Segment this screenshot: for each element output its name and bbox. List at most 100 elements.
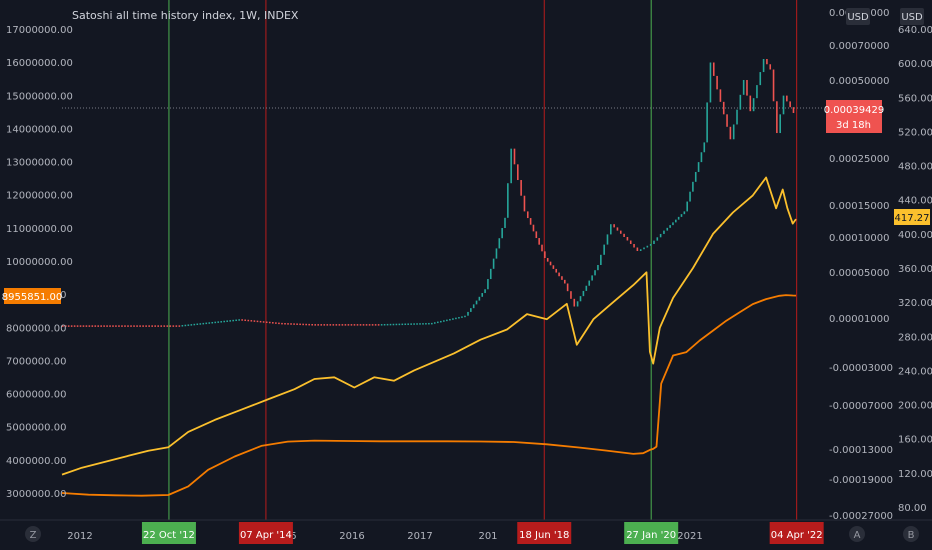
candle [374, 324, 377, 326]
candle [329, 324, 332, 326]
candle [487, 279, 489, 290]
candle [136, 325, 138, 327]
candle [238, 319, 240, 321]
mid-price-axis: 0.000900000.000700000.000500000.00025000… [829, 8, 893, 522]
mid-tick-label: 0.00010000 [829, 233, 889, 244]
mid-tick-label: -0.00003000 [829, 363, 893, 374]
candle [776, 101, 778, 134]
candle [629, 240, 632, 244]
candle [341, 324, 344, 326]
candle [401, 323, 404, 326]
candle [769, 64, 772, 70]
left-current-value: 8955851.00 [2, 292, 62, 303]
mid-tick-label: 0.00025000 [829, 154, 889, 165]
candle [244, 319, 247, 322]
series-line-right [61, 176, 797, 476]
candle [603, 244, 605, 255]
left-tick-label: 16000000.00 [6, 58, 73, 69]
mid-tick-label: -0.00013000 [829, 445, 893, 456]
right-axis-unit: USD [901, 12, 923, 23]
candle [281, 322, 283, 325]
candle [407, 323, 410, 325]
candle [535, 231, 538, 239]
mid-tick-label: 0.00050000 [829, 76, 889, 87]
candle [588, 280, 591, 286]
candle [404, 323, 407, 326]
candle [139, 325, 141, 327]
candle [597, 265, 599, 271]
right-current-tag [894, 209, 930, 225]
candle [76, 325, 79, 327]
candle [365, 324, 368, 326]
candle [220, 321, 223, 323]
candle [566, 283, 569, 292]
candle [756, 85, 758, 99]
candle [64, 325, 67, 327]
candle [208, 322, 211, 324]
date-marker-tag [769, 522, 824, 544]
right-tick-label: 320.00 [898, 298, 932, 309]
candle [703, 142, 706, 153]
candle [359, 324, 362, 326]
auto-scale-icon[interactable] [849, 526, 865, 542]
right-scale-icon[interactable] [903, 526, 919, 542]
candle [481, 293, 484, 297]
left-scale-icon[interactable] [25, 526, 41, 542]
candle [455, 317, 457, 320]
candle [296, 323, 298, 325]
candle [541, 244, 543, 252]
candle [356, 324, 359, 326]
right-current-value: 417.27 [895, 213, 930, 224]
candle [675, 219, 677, 223]
candle [752, 98, 755, 112]
candle [779, 114, 781, 134]
candle [626, 237, 629, 241]
candle [526, 211, 529, 219]
candle [413, 323, 415, 325]
candle [636, 247, 639, 251]
candle [484, 289, 486, 294]
right-tick-label: 560.00 [898, 93, 932, 104]
candle [732, 124, 735, 140]
right-tick-label: 440.00 [898, 196, 932, 207]
right-tick-label: 480.00 [898, 162, 932, 173]
candle [70, 325, 73, 327]
mid-current-value: 0.00039429 [824, 105, 884, 116]
candle [115, 325, 117, 327]
left-tick-label: 13000000.00 [6, 158, 73, 169]
candle [529, 218, 532, 225]
candle [544, 251, 546, 258]
mid-axis-unit-button[interactable] [846, 8, 870, 25]
candle [659, 233, 662, 238]
candle [262, 321, 265, 323]
candle [501, 228, 503, 239]
chart-title: Satoshi all time history index, 1W, INDE… [72, 9, 299, 22]
date-marker-label: 04 Apr '22 [771, 530, 823, 541]
candle [305, 323, 307, 326]
left-tick-label: 4000000.00 [6, 456, 66, 467]
candle [472, 304, 475, 309]
candle [716, 75, 718, 90]
right-axis-unit-button[interactable] [900, 8, 924, 25]
candle [782, 95, 785, 115]
candle [157, 325, 160, 327]
candle [594, 270, 596, 276]
candle [513, 148, 516, 165]
candle [398, 323, 401, 326]
right-tick-label: 160.00 [898, 435, 932, 446]
candle [600, 254, 602, 265]
candle [103, 325, 105, 327]
candle [287, 323, 289, 325]
candle [742, 80, 745, 95]
candle [121, 325, 123, 327]
mid-tick-label: -0.00007000 [829, 401, 893, 412]
candle [416, 323, 418, 325]
candle [190, 324, 193, 326]
candle [582, 290, 585, 297]
candle [82, 325, 85, 327]
candle [419, 323, 421, 325]
candle [256, 320, 259, 323]
candle [689, 191, 691, 202]
candle [555, 268, 558, 273]
